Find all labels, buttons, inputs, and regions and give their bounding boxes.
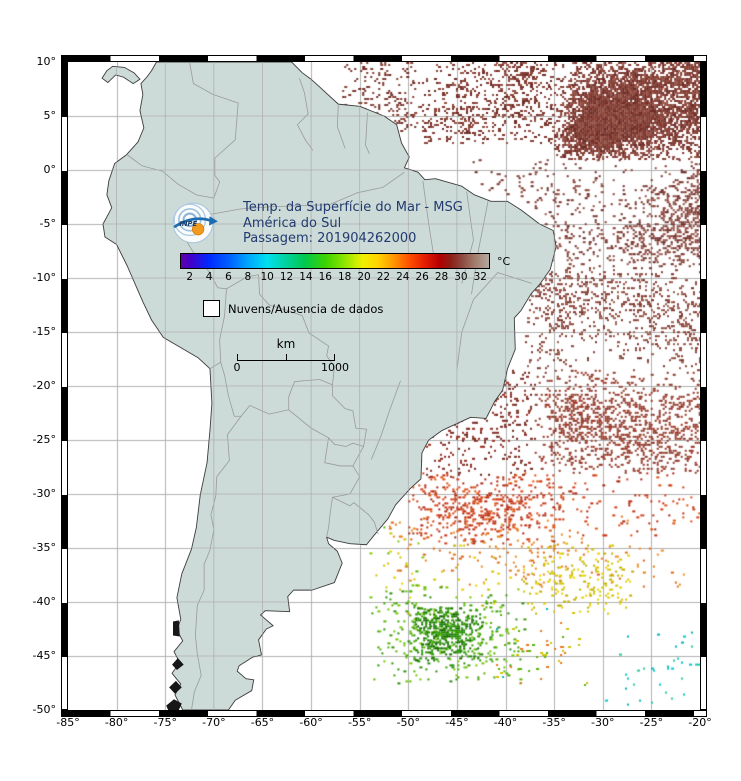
logo-sun-icon	[191, 223, 205, 236]
colorbar-tick-label: 2	[186, 271, 194, 283]
legend-no-data-label: Nuvens/Ausencia de dados	[228, 301, 384, 316]
lat-tick-label: -35°	[32, 541, 56, 554]
colorbar-gradient	[180, 253, 490, 269]
scale-tick-end	[334, 354, 335, 361]
lon-tick-label: -55°	[347, 716, 372, 729]
south-america-map	[68, 62, 700, 710]
lon-tick-label: -60°	[299, 716, 323, 729]
lat-tick-label: -50°	[32, 703, 56, 716]
colorbar-tick-label: 26	[415, 271, 429, 283]
lon-tick-label: -45°	[445, 716, 469, 729]
colorbar-tick-label: 8	[244, 271, 252, 283]
lon-tick-label: -50°	[396, 716, 421, 729]
legend-no-data: Nuvens/Ausencia de dados	[203, 300, 383, 317]
lon-tick-label: -80°	[104, 716, 129, 729]
lon-tick-label: -75°	[153, 716, 177, 729]
lat-tick-label: -45°	[32, 649, 56, 662]
colorbar-tick-label: 22	[376, 271, 391, 283]
lon-tick-label: -25°	[639, 716, 664, 729]
colorbar-tick-label: 12	[279, 271, 294, 283]
map-title-line3: Passagem: 201904262000	[243, 231, 417, 246]
logo-arrowhead-icon	[209, 216, 218, 226]
lat-tick-label: -5°	[39, 217, 56, 230]
lat-tick-label: 10°	[36, 55, 57, 68]
map-frame-top	[61, 55, 707, 62]
map-frame-left	[61, 62, 68, 710]
colorbar-tick-label: 10	[260, 271, 274, 283]
scale-line	[237, 353, 335, 361]
lon-tick-label: -40°	[493, 716, 518, 729]
map-title-line2: América do Sul	[243, 215, 342, 231]
patagonia-fjords	[166, 620, 184, 710]
colorbar-tick-label: 24	[396, 271, 410, 283]
lat-tick-label: -10°	[32, 271, 56, 284]
colorbar-tick-label: 32	[473, 271, 487, 283]
map-frame-bottom	[61, 710, 707, 717]
lat-tick-label: -20°	[32, 379, 56, 392]
colorbar: °C 2 4 6 8 10 12 14 16 18 20 22 24 26 28 30 32	[180, 253, 510, 283]
legend-no-data-swatch	[203, 300, 220, 317]
colorbar-tick-label: 4	[205, 271, 213, 283]
colorbar-unit-label: °C	[497, 255, 511, 268]
lon-tick-label: -20°	[688, 716, 712, 729]
lat-tick-label: -15°	[32, 325, 56, 338]
colorbar-tick-label: 20	[357, 271, 371, 283]
logo-orbit-arrow-icon	[173, 217, 213, 229]
lat-tick-label: -40°	[32, 595, 56, 608]
panama-sliver	[102, 66, 140, 83]
lat-tick-label: -30°	[32, 487, 56, 500]
colorbar-tick-label: 28	[434, 271, 449, 283]
lon-tick-label: -35°	[542, 716, 566, 729]
scale-end-label: 1000	[321, 361, 349, 374]
lon-tick-label: -70°	[202, 716, 226, 729]
logo-wordmark: INPE	[179, 220, 197, 228]
colorbar-tick-labels: 2 4 6 8 10 12 14 16 18 20 22 24 26 28 30 32	[180, 270, 490, 283]
map-frame-right	[700, 62, 707, 710]
scale-start-label: 0	[233, 361, 241, 374]
colorbar-tick-label: 16	[318, 271, 332, 283]
lat-tick-label: 5°	[43, 109, 57, 122]
scale-tick-start	[237, 354, 238, 361]
lat-tick-label: 0°	[43, 163, 57, 176]
lon-tick-label: -65°	[250, 716, 275, 729]
colorbar-tick-label: 30	[454, 271, 468, 283]
scale-bar: km 0 1000	[233, 337, 350, 374]
colorbar-tick-label: 14	[299, 271, 313, 283]
lat-tick-label: -25°	[32, 433, 56, 446]
map-title-block: Temp. da Superfície do Mar - MSG América…	[243, 200, 463, 247]
map-title-line1: Temp. da Superfície do Mar - MSG	[243, 200, 463, 215]
scale-unit-label: km	[276, 337, 296, 351]
inpe-logo: INPE	[170, 199, 220, 249]
colorbar-tick-label: 6	[225, 271, 232, 283]
lon-tick-label: -85°	[56, 716, 80, 729]
colorbar-tick-label: 18	[338, 271, 352, 283]
lon-tick-label: -30°	[591, 716, 615, 729]
scale-tick-mid	[285, 354, 287, 361]
